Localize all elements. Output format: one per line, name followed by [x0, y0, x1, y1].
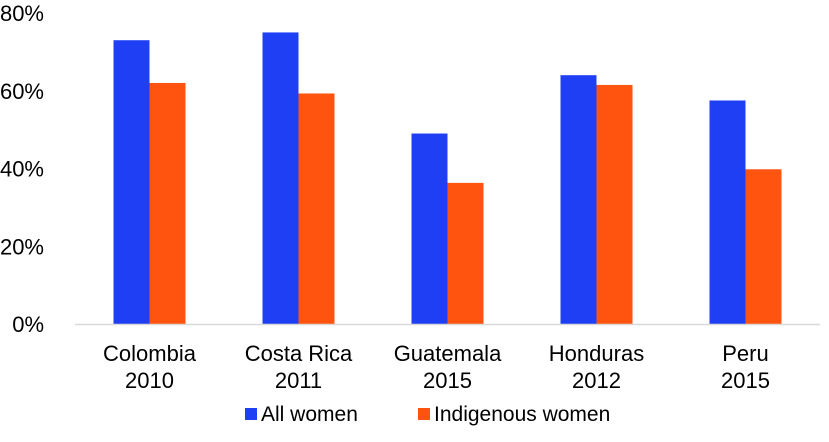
x-tick-label: Honduras — [549, 341, 644, 366]
bar-indigenous-women — [745, 169, 782, 324]
x-tick-label: 2011 — [275, 368, 322, 393]
x-tick-label: 2015 — [721, 368, 770, 393]
bar-indigenous-women — [298, 93, 335, 324]
x-tick-label: 2012 — [572, 368, 621, 393]
x-tick-label: Guatemala — [394, 341, 502, 366]
bars — [113, 32, 782, 325]
x-tick-label: Costa Rica — [245, 341, 353, 366]
y-tick-label: 0% — [12, 312, 44, 337]
bar-all-women — [560, 75, 597, 324]
y-tick-label: 40% — [0, 157, 44, 182]
legend-label: Indigenous women — [434, 403, 610, 426]
x-tick-label: 2015 — [423, 368, 472, 393]
bar-all-women — [709, 100, 746, 324]
bar-indigenous-women — [447, 182, 484, 324]
bar-indigenous-women — [596, 84, 633, 324]
y-tick-label: 20% — [0, 234, 44, 259]
bar-all-women — [113, 40, 150, 325]
y-axis-tick-labels: 0% 20% 40% 60% 80% — [0, 1, 44, 337]
y-tick-label: 60% — [0, 79, 44, 104]
bar-all-women — [411, 133, 448, 324]
legend-label: All women — [261, 403, 358, 426]
legend: All women Indigenous women — [245, 403, 610, 426]
bar-all-women — [262, 32, 299, 324]
y-tick-label: 80% — [0, 1, 44, 26]
legend-swatch — [245, 408, 257, 420]
x-tick-label: Colombia — [103, 341, 197, 366]
x-tick-label: 2010 — [125, 368, 174, 393]
legend-swatch — [418, 408, 430, 420]
x-tick-label: Peru — [722, 341, 768, 366]
bar-indigenous-women — [149, 82, 186, 324]
